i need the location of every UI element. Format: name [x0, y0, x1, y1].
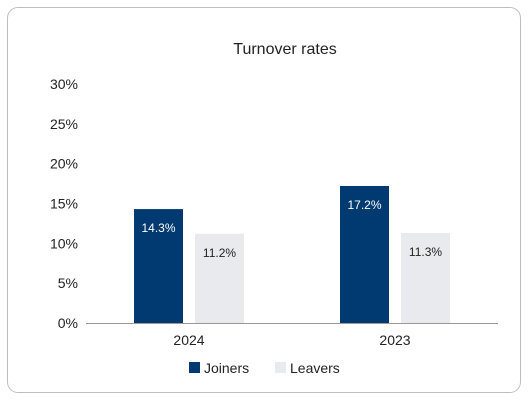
legend-swatch-joiners	[189, 362, 200, 373]
y-tick-label: 15%	[50, 196, 78, 212]
y-tick-label: 10%	[50, 235, 78, 251]
bar-joiners-2023	[340, 185, 389, 323]
legend-swatch-leavers	[275, 362, 286, 373]
legend-label-leavers: Leavers	[290, 360, 340, 376]
y-tick-label: 20%	[50, 156, 78, 172]
x-axis-categories: 2024 2023	[173, 332, 410, 348]
data-label: 17.2%	[347, 198, 381, 212]
y-tick-label: 30%	[50, 76, 78, 92]
bar-joiners-2024	[134, 209, 183, 323]
y-tick-label: 25%	[50, 116, 78, 132]
data-label: 11.3%	[409, 245, 442, 259]
y-tick-label: 0%	[58, 315, 78, 331]
bar-leavers-2023	[401, 232, 450, 323]
bar-leavers-2024	[195, 233, 244, 323]
chart-title: Turnover rates	[233, 41, 336, 58]
bars-group: 14.3% 11.2% 17.2% 11.3%	[134, 185, 450, 323]
data-label: 11.2%	[203, 246, 236, 260]
legend: Joiners Leavers	[189, 360, 340, 376]
x-category-label: 2024	[173, 332, 204, 348]
y-axis-ticks: 0% 5% 10% 15% 20% 25% 30%	[50, 76, 78, 331]
data-label: 14.3%	[141, 221, 175, 235]
y-tick-label: 5%	[58, 275, 78, 291]
legend-label-joiners: Joiners	[204, 360, 249, 376]
chart-card	[7, 7, 521, 393]
x-category-label: 2023	[379, 332, 410, 348]
